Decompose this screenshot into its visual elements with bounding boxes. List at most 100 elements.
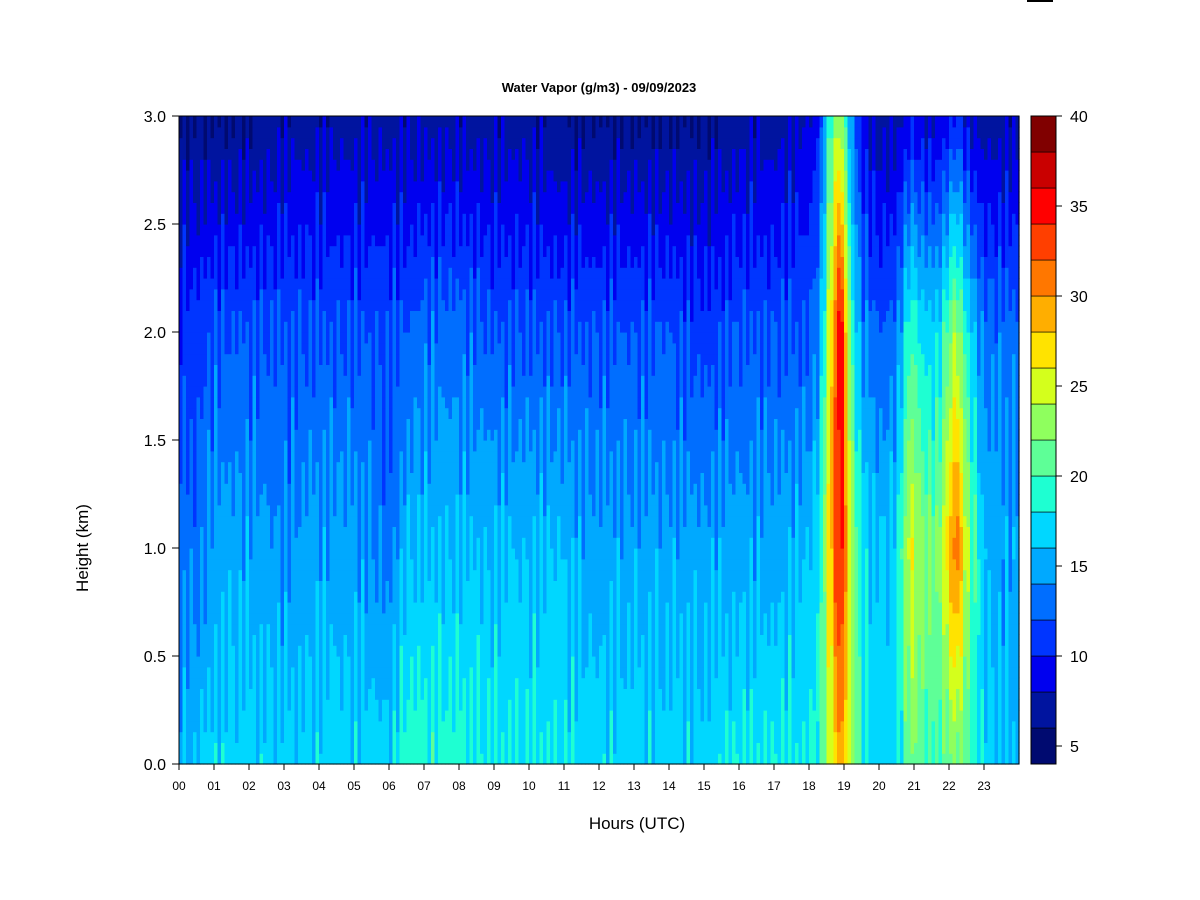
heatmap-cell bbox=[224, 742, 229, 754]
heatmap-cell bbox=[259, 472, 264, 484]
heatmap-cell bbox=[235, 645, 240, 657]
heatmap-cell bbox=[399, 299, 404, 311]
heatmap-cell bbox=[287, 418, 292, 430]
heatmap-cell bbox=[186, 537, 191, 549]
heatmap-cell bbox=[424, 591, 429, 603]
heatmap-cell bbox=[392, 720, 397, 733]
heatmap-cell bbox=[371, 321, 376, 333]
heatmap-cell bbox=[231, 191, 236, 203]
heatmap-cell bbox=[196, 591, 201, 603]
heatmap-cell bbox=[382, 537, 387, 549]
heatmap-cell bbox=[361, 396, 366, 409]
heatmap-cell bbox=[333, 537, 338, 549]
heatmap-cell bbox=[438, 720, 443, 733]
heatmap-cell bbox=[291, 278, 296, 290]
heatmap-cell bbox=[424, 720, 429, 733]
heatmap-cell bbox=[329, 612, 334, 625]
heatmap-cell bbox=[294, 429, 299, 441]
heatmap-cell bbox=[431, 288, 436, 301]
heatmap-cell bbox=[389, 407, 394, 419]
heatmap-cell bbox=[259, 742, 264, 754]
heatmap-cell bbox=[287, 364, 292, 376]
heatmap-cell bbox=[266, 645, 271, 657]
heatmap-cell bbox=[256, 494, 261, 506]
heatmap-cell bbox=[179, 602, 184, 614]
heatmap-cell bbox=[431, 461, 436, 473]
heatmap-cell bbox=[308, 375, 313, 387]
heatmap-cell bbox=[186, 116, 191, 128]
heatmap-cell bbox=[207, 321, 212, 333]
heatmap-cell bbox=[350, 656, 355, 668]
heatmap-cell bbox=[441, 580, 446, 592]
heatmap-cell bbox=[245, 602, 250, 614]
heatmap-cell bbox=[347, 720, 352, 733]
heatmap-cell bbox=[350, 116, 355, 128]
heatmap-cell bbox=[329, 191, 334, 203]
heatmap-cell bbox=[354, 245, 359, 257]
heatmap-cell bbox=[455, 202, 460, 214]
heatmap-cell bbox=[214, 634, 219, 646]
heatmap-cell bbox=[448, 461, 453, 473]
heatmap-cell bbox=[256, 429, 261, 441]
heatmap-cell bbox=[413, 677, 418, 689]
heatmap-cell bbox=[179, 375, 184, 387]
heatmap-cell bbox=[224, 256, 229, 268]
heatmap-cell bbox=[371, 569, 376, 581]
heatmap-cell bbox=[420, 656, 425, 668]
heatmap-cell bbox=[207, 278, 212, 290]
heatmap-cell bbox=[434, 321, 439, 333]
heatmap-cell bbox=[462, 731, 467, 743]
heatmap-cell bbox=[361, 116, 366, 128]
heatmap-cell bbox=[203, 591, 208, 603]
heatmap-cell bbox=[196, 688, 201, 700]
heatmap-cell bbox=[354, 375, 359, 387]
heatmap-cell bbox=[298, 699, 303, 711]
heatmap-cell bbox=[452, 278, 457, 290]
heatmap-cell bbox=[403, 342, 408, 355]
heatmap-cell bbox=[256, 461, 261, 473]
heatmap-cell bbox=[364, 558, 369, 571]
heatmap-cell bbox=[280, 569, 285, 581]
heatmap-cell bbox=[410, 278, 415, 290]
heatmap-cell bbox=[315, 731, 320, 743]
heatmap-cell bbox=[249, 234, 254, 247]
heatmap-cell bbox=[182, 742, 187, 754]
heatmap-cell bbox=[228, 375, 233, 387]
heatmap-cell bbox=[424, 450, 429, 463]
heatmap-cell bbox=[438, 234, 443, 247]
heatmap-cell bbox=[214, 742, 219, 754]
heatmap-cell bbox=[266, 126, 271, 139]
heatmap-cell bbox=[235, 494, 240, 506]
heatmap-cell bbox=[210, 170, 215, 182]
heatmap-cell bbox=[396, 278, 401, 290]
heatmap-cell bbox=[179, 407, 184, 419]
heatmap-cell bbox=[228, 634, 233, 646]
heatmap-cell bbox=[413, 126, 418, 139]
heatmap-cell bbox=[434, 342, 439, 355]
heatmap-cell bbox=[410, 558, 415, 571]
heatmap-cell bbox=[466, 666, 471, 679]
heatmap-cell bbox=[256, 699, 261, 711]
heatmap-cell bbox=[238, 515, 243, 527]
heatmap-cell bbox=[308, 224, 313, 236]
heatmap-cell bbox=[403, 267, 408, 279]
heatmap-cell bbox=[452, 753, 457, 765]
heatmap-cell bbox=[319, 180, 324, 193]
heatmap-cell bbox=[291, 148, 296, 160]
heatmap-cell bbox=[427, 645, 432, 657]
heatmap-cell bbox=[326, 656, 331, 668]
heatmap-cell bbox=[294, 504, 299, 517]
heatmap-cell bbox=[441, 224, 446, 236]
heatmap-cell bbox=[270, 504, 275, 517]
heatmap-cell bbox=[210, 591, 215, 603]
heatmap-cell bbox=[214, 137, 219, 149]
heatmap-cell bbox=[308, 558, 313, 571]
heatmap-cell bbox=[361, 612, 366, 625]
heatmap-cell bbox=[368, 569, 373, 581]
heatmap-cell bbox=[256, 159, 261, 171]
heatmap-cell bbox=[462, 558, 467, 571]
heatmap-cell bbox=[252, 191, 257, 203]
heatmap-cell bbox=[273, 126, 278, 139]
heatmap-cell bbox=[389, 375, 394, 387]
heatmap-cell bbox=[347, 375, 352, 387]
